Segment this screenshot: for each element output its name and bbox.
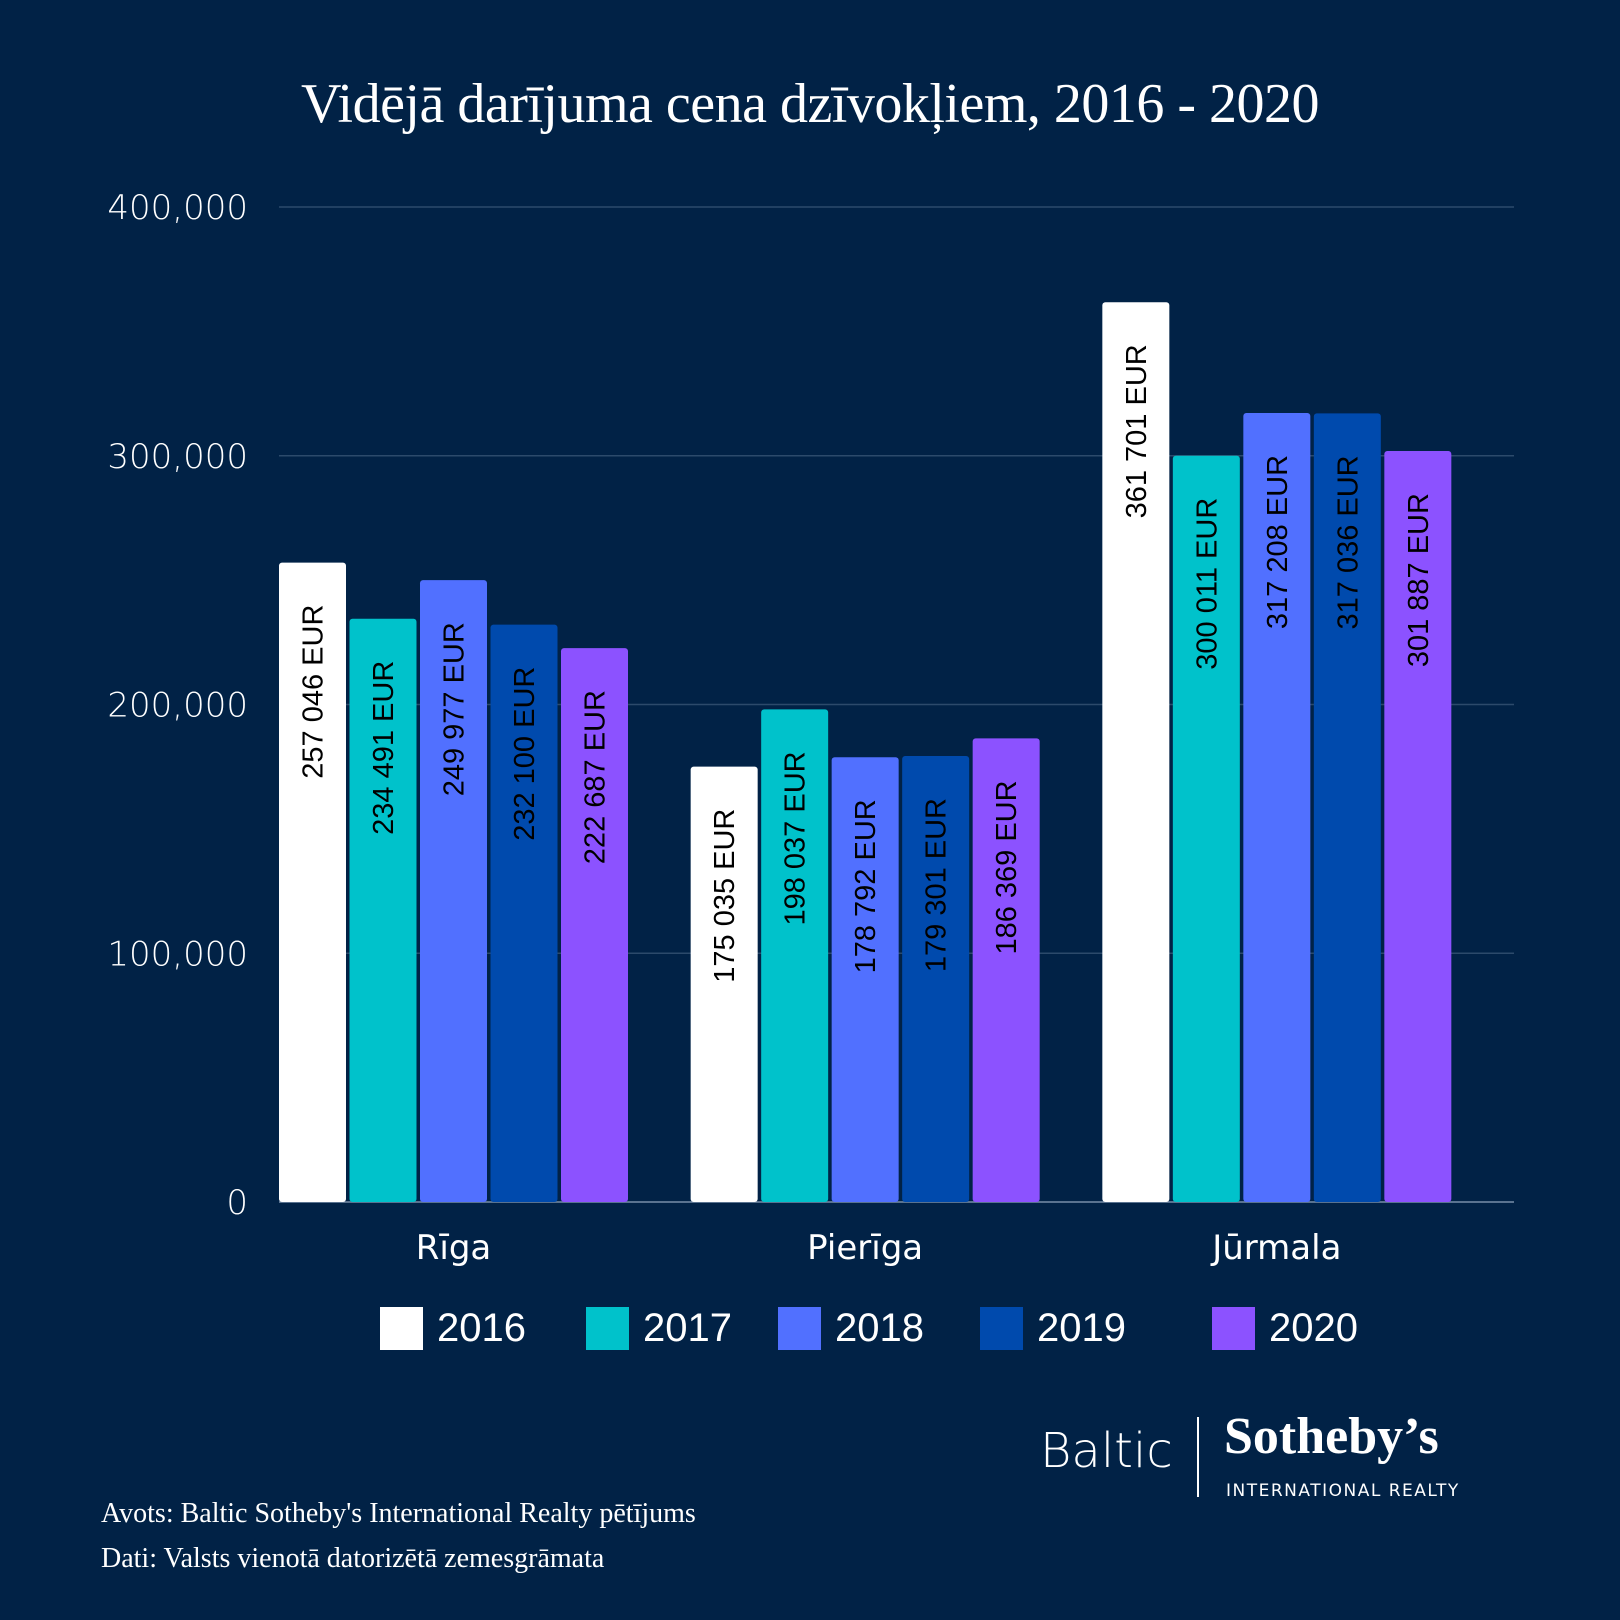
data-label: 179 301 EUR [921, 798, 953, 972]
bar [690, 766, 758, 1202]
legend-swatch [380, 1306, 423, 1350]
bar [349, 618, 417, 1202]
bar [831, 757, 899, 1202]
data-label: 198 037 EUR [780, 751, 812, 925]
legend-label: 2018 [835, 1305, 924, 1350]
data-label: 186 369 EUR [991, 780, 1023, 954]
bar [1102, 302, 1170, 1202]
brand-divider [1197, 1417, 1199, 1497]
data-label: 232 100 EUR [509, 667, 541, 841]
brand-sothebys: Sotheby’s [1224, 1408, 1439, 1465]
legend-swatch [980, 1306, 1023, 1350]
bar-chart: 0 100,000 200,000 300,000 400,000 257 046 EUR… [107, 188, 1514, 1268]
legend-item: 2017 [586, 1303, 732, 1353]
y-tick-label: 100,000 [107, 934, 248, 974]
data-label: 234 491 EUR [368, 661, 400, 835]
legend-swatch [586, 1306, 629, 1350]
data-label: 222 687 EUR [580, 690, 612, 864]
brand-subtitle: INTERNATIONAL REALTY [1226, 1481, 1460, 1501]
data-label: 249 977 EUR [439, 622, 471, 796]
x-category-label: Jūrmala [1210, 1228, 1341, 1268]
bar [972, 738, 1040, 1202]
legend-item: 2019 [980, 1303, 1126, 1353]
legend-label: 2016 [437, 1305, 526, 1350]
legend-item: 2016 [380, 1303, 526, 1353]
chart-title: Vidējā darījuma cena dzīvokļiem, 2016 - … [300, 73, 1320, 135]
brand-logo: Baltic Sotheby’s INTERNATIONAL REALTY [1040, 1408, 1510, 1505]
legend-item: 2020 [1212, 1303, 1358, 1353]
footnote-source: Avots: Baltic Sotheby's International Re… [101, 1498, 696, 1529]
x-category-label: Pierīga [807, 1228, 923, 1268]
bar [279, 562, 346, 1202]
footnote-data: Dati: Valsts vienotā datorizētā zemesgrā… [101, 1543, 605, 1574]
bar [1243, 412, 1311, 1203]
bar [1313, 413, 1381, 1203]
y-tick-label: 0 [226, 1183, 248, 1223]
y-tick-label: 400,000 [107, 188, 248, 228]
data-label: 317 208 EUR [1262, 455, 1294, 629]
bar [1384, 451, 1452, 1202]
legend-swatch [1212, 1306, 1255, 1350]
data-label: 257 046 EUR [298, 605, 330, 779]
y-tick-label: 200,000 [107, 686, 248, 726]
y-tick-label: 300,000 [107, 437, 248, 477]
legend-swatch [778, 1306, 821, 1350]
legend: 2016 2017 2018 2019 2020 [0, 1303, 1620, 1353]
bar [761, 709, 829, 1202]
bar [1172, 455, 1240, 1202]
data-label: 361 701 EUR [1121, 344, 1153, 518]
legend-label: 2017 [643, 1305, 732, 1350]
brand-baltic: Baltic [1040, 1423, 1173, 1479]
bar [490, 624, 558, 1202]
data-label: 175 035 EUR [709, 809, 741, 983]
bar [902, 755, 970, 1202]
data-label: 178 792 EUR [850, 799, 882, 973]
bar [561, 648, 628, 1202]
data-label: 300 011 EUR [1191, 498, 1223, 670]
x-category-label: Rīga [416, 1228, 492, 1268]
legend-label: 2020 [1269, 1305, 1358, 1350]
legend-item: 2018 [778, 1303, 924, 1353]
bar [420, 580, 487, 1202]
data-label: 301 887 EUR [1403, 493, 1435, 667]
data-label: 317 036 EUR [1332, 455, 1364, 629]
legend-label: 2019 [1037, 1305, 1126, 1350]
